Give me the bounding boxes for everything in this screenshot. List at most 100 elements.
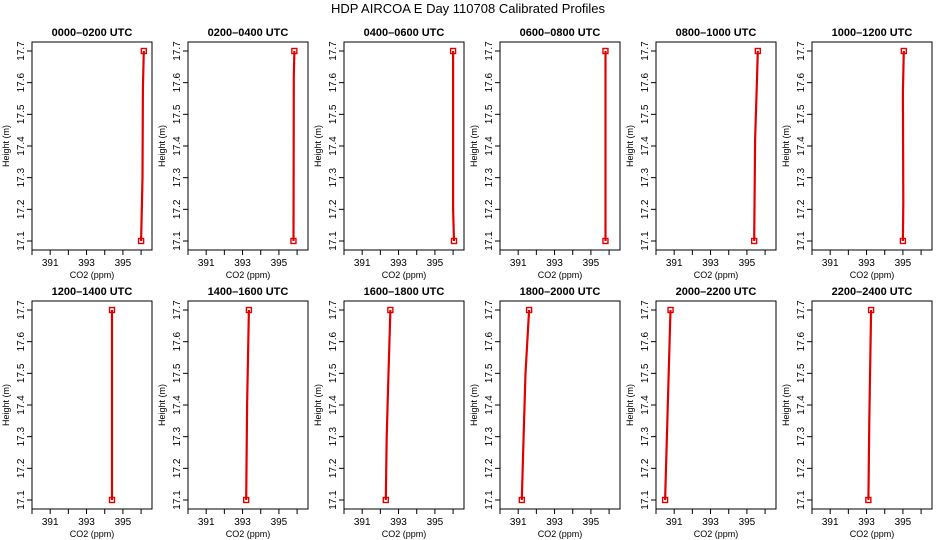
y-axis-label: Height (m) bbox=[157, 125, 167, 167]
panel-title: 1200–1400 UTC bbox=[52, 286, 133, 298]
profile-point-marker bbox=[518, 496, 526, 504]
x-tick-label: 391 bbox=[510, 517, 527, 528]
y-tick-label: 17.2 bbox=[484, 458, 495, 478]
co2-profile-line bbox=[245, 309, 250, 501]
x-tick-label: 391 bbox=[42, 258, 59, 269]
profile-point-marker bbox=[602, 47, 609, 55]
profile-point-marker bbox=[450, 237, 458, 245]
y-tick-label: 17.7 bbox=[172, 300, 183, 320]
profile-point-marker bbox=[602, 237, 609, 245]
y-axis-label: Height (m) bbox=[1, 125, 11, 167]
y-tick-label: 17.1 bbox=[328, 231, 339, 251]
profile-point-marker bbox=[661, 496, 669, 504]
x-tick-label: 393 bbox=[390, 258, 407, 269]
x-tick-label: 393 bbox=[78, 517, 95, 528]
y-tick-label: 17.5 bbox=[640, 104, 651, 124]
profile-point-marker bbox=[899, 237, 907, 245]
panel-title: 1800–2000 UTC bbox=[520, 286, 601, 298]
x-tick-label: 393 bbox=[78, 258, 95, 269]
y-tick-label: 17.7 bbox=[328, 41, 339, 61]
y-tick-label: 17.1 bbox=[796, 231, 807, 251]
y-tick-label: 17.1 bbox=[172, 490, 183, 510]
y-tick-label: 17.4 bbox=[172, 136, 183, 156]
plot-frame bbox=[499, 41, 621, 251]
y-tick-label: 17.7 bbox=[484, 300, 495, 320]
y-tick-label: 17.3 bbox=[16, 167, 27, 187]
y-tick-label: 17.5 bbox=[484, 363, 495, 383]
figure-title: HDP AIRCOA E Day 110708 Calibrated Profi… bbox=[330, 1, 606, 16]
y-tick-label: 17.5 bbox=[328, 104, 339, 124]
y-axis-label: Height (m) bbox=[625, 125, 635, 167]
y-tick-label: 17.2 bbox=[796, 458, 807, 478]
x-tick-label: 393 bbox=[546, 517, 563, 528]
y-tick-label: 17.5 bbox=[328, 363, 339, 383]
y-tick-label: 17.5 bbox=[172, 363, 183, 383]
plot-frame bbox=[187, 41, 309, 251]
x-tick-label: 391 bbox=[822, 517, 839, 528]
profile-panel: 1200–1400 UTC 391 393 395 17.1 17.2 17.3 17.4 17… bbox=[1, 286, 153, 539]
profile-point-marker bbox=[245, 306, 253, 314]
y-tick-label: 17.4 bbox=[484, 136, 495, 156]
y-tick-label: 17.7 bbox=[484, 41, 495, 61]
y-tick-label: 17.7 bbox=[640, 300, 651, 320]
y-tick-label: 17.1 bbox=[640, 490, 651, 510]
panel-title: 0800–1000 UTC bbox=[676, 27, 757, 39]
x-tick-label: 393 bbox=[702, 517, 719, 528]
profile-point-marker bbox=[865, 496, 872, 504]
co2-profile-line bbox=[867, 309, 873, 501]
panel-title: 1400–1600 UTC bbox=[208, 286, 289, 298]
x-axis-label: CO2 (ppm) bbox=[382, 529, 427, 539]
x-tick-label: 395 bbox=[583, 258, 600, 269]
profile-point-marker bbox=[140, 47, 148, 55]
y-tick-label: 17.6 bbox=[640, 331, 651, 351]
panel-title: 0600–0800 UTC bbox=[520, 27, 601, 39]
co2-profile-line bbox=[664, 309, 672, 501]
y-tick-label: 17.6 bbox=[796, 331, 807, 351]
y-tick-label: 17.6 bbox=[484, 72, 495, 92]
profile-point-marker bbox=[242, 496, 250, 504]
co2-profile-line bbox=[753, 50, 759, 242]
x-tick-label: 395 bbox=[115, 258, 132, 269]
x-axis-label: CO2 (ppm) bbox=[538, 270, 583, 280]
y-tick-label: 17.5 bbox=[172, 104, 183, 124]
profile-panel: 1000–1200 UTC 391 393 395 17.1 17.2 17.3 17.4 17… bbox=[781, 27, 933, 280]
plot-frame bbox=[31, 41, 153, 251]
y-tick-label: 17.7 bbox=[172, 41, 183, 61]
profile-point-marker bbox=[667, 306, 674, 314]
y-tick-label: 17.1 bbox=[328, 490, 339, 510]
y-tick-label: 17.3 bbox=[484, 426, 495, 446]
profile-point-marker bbox=[449, 47, 457, 55]
y-tick-label: 17.1 bbox=[796, 490, 807, 510]
x-tick-label: 395 bbox=[739, 258, 756, 269]
x-tick-label: 393 bbox=[234, 517, 251, 528]
profile-panel: 1600–1800 UTC 391 393 395 17.1 17.2 17.3 17.4 17… bbox=[313, 286, 465, 539]
profile-point-marker bbox=[291, 47, 298, 55]
y-tick-label: 17.2 bbox=[484, 199, 495, 219]
panel-title: 1000–1200 UTC bbox=[832, 27, 913, 39]
plot-frame bbox=[655, 300, 777, 510]
x-tick-label: 391 bbox=[822, 258, 839, 269]
y-tick-label: 17.3 bbox=[640, 426, 651, 446]
y-tick-label: 17.4 bbox=[328, 136, 339, 156]
y-tick-label: 17.5 bbox=[796, 104, 807, 124]
y-tick-label: 17.3 bbox=[328, 426, 339, 446]
x-tick-label: 395 bbox=[427, 258, 444, 269]
plot-frame bbox=[811, 41, 933, 251]
co2-profile-line bbox=[140, 50, 145, 242]
y-tick-label: 17.3 bbox=[172, 426, 183, 446]
x-tick-label: 395 bbox=[739, 517, 756, 528]
y-tick-label: 17.7 bbox=[796, 41, 807, 61]
x-tick-label: 391 bbox=[666, 258, 683, 269]
y-tick-label: 17.2 bbox=[640, 458, 651, 478]
x-tick-label: 395 bbox=[427, 517, 444, 528]
y-tick-label: 17.4 bbox=[16, 395, 27, 415]
y-tick-label: 17.6 bbox=[640, 72, 651, 92]
profile-point-marker bbox=[867, 306, 875, 314]
x-tick-label: 391 bbox=[510, 258, 527, 269]
profile-point-marker bbox=[108, 496, 116, 504]
x-tick-label: 393 bbox=[390, 517, 407, 528]
y-axis-label: Height (m) bbox=[469, 384, 479, 426]
y-tick-label: 17.3 bbox=[328, 167, 339, 187]
y-tick-label: 17.4 bbox=[796, 395, 807, 415]
